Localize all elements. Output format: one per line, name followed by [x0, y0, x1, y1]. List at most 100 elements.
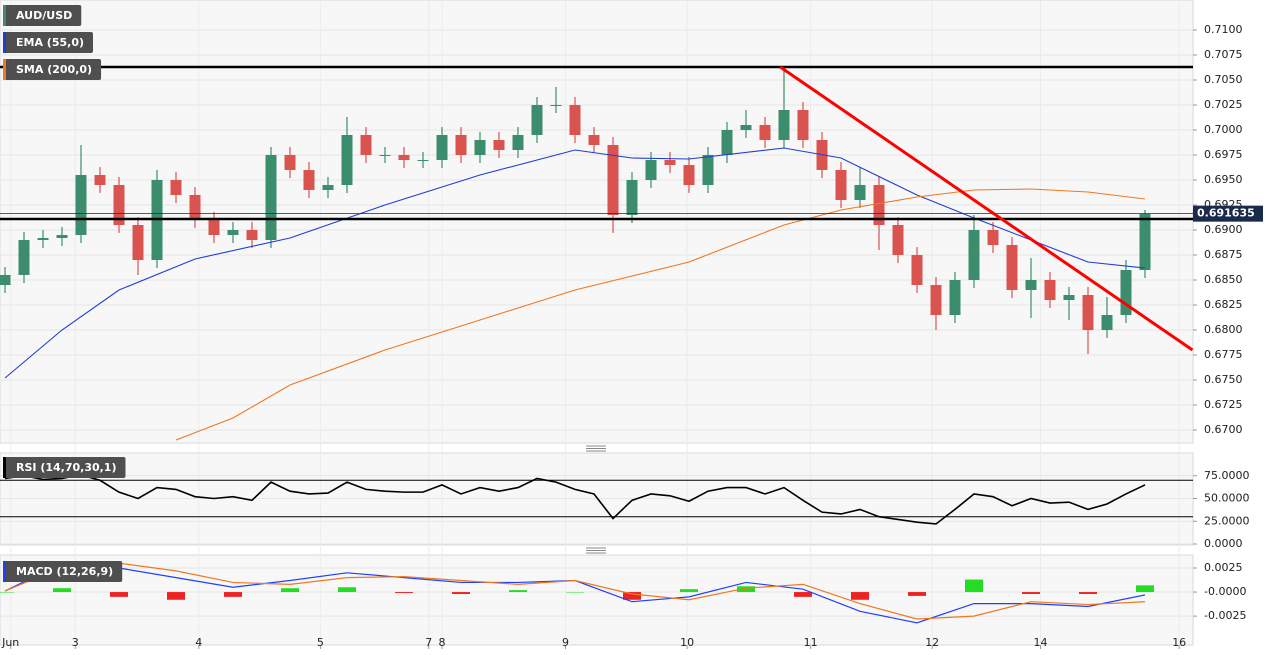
y-tick-label: 0.6825	[1204, 298, 1243, 311]
histogram-bar	[224, 592, 242, 597]
candle-body	[835, 170, 847, 200]
candle-body	[911, 255, 923, 285]
candle-body	[987, 230, 999, 245]
y-tick-label: -0.0025	[1204, 609, 1246, 622]
histogram-bar	[338, 587, 356, 593]
histogram-bar	[680, 589, 698, 593]
x-tick-label: 3	[72, 636, 79, 649]
histogram-bar	[965, 579, 983, 593]
candle-body	[265, 155, 277, 240]
legend-label: RSI (14,70,30,1)	[16, 461, 116, 474]
legend-swatch	[3, 32, 6, 53]
x-tick-label: 12	[925, 636, 939, 649]
candle-body	[303, 170, 315, 190]
legend-box	[3, 32, 93, 53]
candle-body	[398, 155, 410, 160]
candle-body	[284, 155, 296, 170]
legend-item[interactable]: EMA (55,0)	[3, 32, 93, 53]
candle-body	[645, 160, 657, 180]
candle-body	[664, 160, 676, 165]
candle-body	[379, 155, 391, 156]
y-tick-label: 0.6750	[1204, 373, 1243, 386]
y-tick-label: 0.6900	[1204, 223, 1243, 236]
candle-body	[360, 135, 372, 155]
macd-plot	[0, 562, 1154, 624]
y-tick-label: 0.0000	[1204, 537, 1243, 550]
candle-body	[702, 155, 714, 185]
histogram-bar	[395, 592, 413, 594]
histogram-bar	[737, 586, 755, 593]
candle-body	[1025, 280, 1037, 290]
rsi-plot	[0, 474, 1193, 525]
histogram-bar	[851, 592, 869, 600]
candle-body	[18, 240, 30, 275]
candle-body	[1063, 295, 1075, 300]
histogram-bar	[509, 590, 527, 593]
candle-body	[1101, 315, 1113, 330]
y-tick-label: 0.7100	[1204, 23, 1243, 36]
legend-swatch	[3, 59, 6, 80]
candle-body	[512, 135, 524, 150]
candle-body	[493, 140, 505, 150]
candle-body	[322, 185, 334, 190]
candle-body	[531, 105, 543, 135]
trendline	[779, 65, 1193, 352]
candle-body	[892, 225, 904, 255]
indicator-line	[175, 188, 1146, 441]
candle-body	[189, 195, 201, 220]
legend-item[interactable]: MACD (12,26,9)	[3, 561, 123, 582]
candle-body	[113, 185, 125, 225]
x-tick-label: 8	[439, 636, 446, 649]
candle-body	[94, 175, 106, 185]
legend-item[interactable]: AUD/USD	[3, 5, 82, 26]
candle-body	[1139, 214, 1151, 270]
indicator-line	[4, 147, 1146, 379]
histogram-bar	[794, 592, 812, 597]
histogram-bar	[110, 592, 128, 597]
candle-body	[588, 135, 600, 145]
candle-body	[455, 135, 467, 155]
candle-body	[778, 110, 790, 140]
y-tick-label: 0.7025	[1204, 98, 1243, 111]
x-tick-label: Jun	[1, 636, 19, 649]
histogram-bar	[1079, 592, 1097, 594]
y-tick-label: 0.6875	[1204, 248, 1243, 261]
legend-swatch	[3, 561, 6, 582]
candle-body	[550, 105, 562, 106]
candle-body	[75, 175, 87, 235]
y-tick-label: 0.6850	[1204, 273, 1243, 286]
x-tick-label: 16	[1172, 636, 1186, 649]
candle-body	[170, 180, 182, 195]
macd-panel	[0, 554, 1194, 646]
candle-body	[949, 280, 961, 315]
candle-body	[1120, 270, 1132, 315]
x-tick-label: 11	[804, 636, 818, 649]
legend-swatch	[3, 457, 6, 478]
candle-body	[56, 235, 68, 238]
x-tick-label: 4	[195, 636, 202, 649]
histogram-bar	[53, 588, 71, 593]
rsi-line	[4, 474, 1146, 525]
x-tick-label: 14	[1034, 636, 1048, 649]
last-price-label: 0.691635	[1197, 207, 1255, 220]
panel-handle[interactable]	[586, 547, 606, 554]
signal-line	[4, 562, 1146, 620]
candle-body	[208, 220, 220, 235]
candle-body	[797, 110, 809, 140]
y-tick-label: 0.6950	[1204, 173, 1243, 186]
legend-box	[3, 5, 82, 26]
y-tick-label: 50.0000	[1204, 492, 1250, 505]
x-tick-label: 10	[680, 636, 694, 649]
y-tick-label: 75.0000	[1204, 469, 1250, 482]
candle-body	[683, 165, 695, 185]
candle-body	[873, 185, 885, 225]
legend-item[interactable]: RSI (14,70,30,1)	[3, 457, 126, 478]
legend-item[interactable]: SMA (200,0)	[3, 59, 102, 80]
y-tick-label: 0.6725	[1204, 398, 1243, 411]
y-tick-label: 0.7075	[1204, 48, 1243, 61]
candle-body	[968, 230, 980, 280]
candle-body	[607, 145, 619, 215]
histogram-bar	[281, 588, 299, 593]
candle-body	[132, 225, 144, 260]
panel-handle[interactable]	[586, 445, 606, 452]
